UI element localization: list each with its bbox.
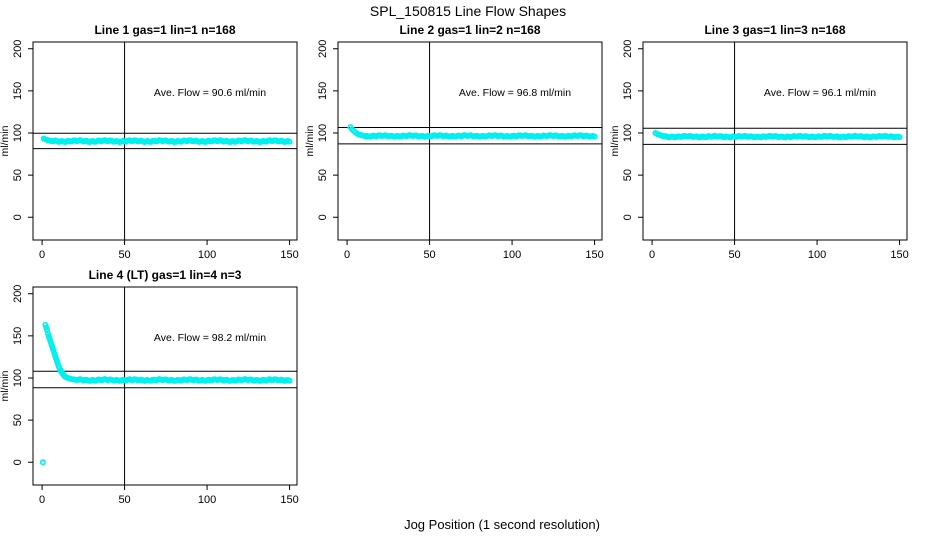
x-axis: 0 50 100 150 [344,240,604,261]
y-tick-label: 200 [317,40,329,58]
x-axis: 0 50 100 150 [649,240,909,261]
y-axis-title: ml/min [305,125,316,156]
panel-title: Line 4 (LT) gas=1 lin=4 n=3 [89,268,242,282]
reference-lines [643,127,907,145]
y-tick-label: 200 [12,285,24,303]
y-axis-title: ml/min [0,370,11,401]
x-tick-label: 150 [280,249,298,261]
data-point [286,377,293,384]
x-tick-label: 0 [39,249,45,261]
panel-line-4-chart: Line 4 (LT) gas=1 lin=4 n=3 0 50 100 150 0 50 1… [0,268,299,506]
reference-lines [338,127,602,145]
avg-flow-annotation: Ave. Flow = 96.1 ml/min [764,87,876,99]
y-tick-label: 150 [317,82,329,100]
avg-flow-annotation: Ave. Flow = 96.8 ml/min [459,87,571,99]
y-axis: 0 50 100 150 200 [317,40,338,220]
data-point [591,133,598,140]
y-tick-label: 150 [622,82,634,100]
reference-lines [33,370,297,389]
y-tick-label: 100 [12,124,24,142]
y-tick-label: 50 [12,414,24,426]
plot-box [642,41,908,241]
x-tick-label: 150 [280,494,298,506]
y-tick-label: 150 [12,327,24,345]
y-tick-label: 200 [622,40,634,58]
x-tick-label: 50 [118,249,130,261]
y-tick-label: 150 [12,82,24,100]
x-tick-label: 0 [344,249,350,261]
data-point [39,459,46,466]
y-tick-label: 100 [12,369,24,387]
x-axis-label: Jog Position (1 second resolution) [404,517,600,532]
y-tick-label: 0 [622,214,634,220]
data-point [44,326,51,333]
data-points [40,135,293,146]
plot-box [337,41,603,241]
panel-line-3-chart: Line 3 gas=1 lin=3 n=168 0 50 100 150 0 50 100 1… [610,23,909,261]
reference-lines [33,132,297,150]
y-tick-label: 0 [12,214,24,220]
panel-line-1-chart: Line 1 gas=1 lin=1 n=168 0 50 100 150 0 50 100 1… [0,23,299,261]
y-tick-label: 50 [317,169,329,181]
x-tick-label: 50 [118,494,130,506]
plot-box [32,286,298,486]
y-axis: 0 50 100 150 200 [622,40,643,220]
data-points [39,321,293,466]
x-axis: 0 50 100 150 [39,485,299,506]
figure-title: SPL_150815 Line Flow Shapes [369,3,567,19]
x-tick-label: 0 [649,249,655,261]
x-axis: 0 50 100 150 [39,240,299,261]
x-tick-label: 0 [39,494,45,506]
data-point [896,134,903,141]
data-points [652,129,903,141]
avg-flow-annotation: Ave. Flow = 90.6 ml/min [154,87,266,99]
x-tick-label: 100 [198,494,216,506]
y-axis-title: ml/min [610,125,621,156]
x-tick-label: 100 [198,249,216,261]
x-tick-label: 150 [890,249,908,261]
y-tick-label: 100 [622,124,634,142]
x-tick-label: 50 [728,249,740,261]
y-axis: 0 50 100 150 200 [12,40,33,220]
x-tick-label: 50 [423,249,435,261]
y-tick-label: 100 [317,124,329,142]
data-point [286,138,293,145]
y-tick-label: 0 [317,214,329,220]
y-tick-label: 50 [12,169,24,181]
plot-box [32,41,298,241]
x-tick-label: 100 [503,249,521,261]
y-tick-label: 200 [12,40,24,58]
x-tick-label: 100 [808,249,826,261]
panel-line-2-chart: Line 2 gas=1 lin=2 n=168 0 50 100 150 0 50 100 1… [305,23,604,261]
y-tick-label: 50 [622,169,634,181]
panel-title: Line 2 gas=1 lin=2 n=168 [399,23,540,37]
y-axis-title: ml/min [0,125,11,156]
panel-title: Line 1 gas=1 lin=1 n=168 [94,23,235,37]
x-tick-label: 150 [585,249,603,261]
panel-title: Line 3 gas=1 lin=3 n=168 [704,23,845,37]
avg-flow-annotation: Ave. Flow = 98.2 ml/min [154,332,266,344]
y-axis: 0 50 100 150 200 [12,285,33,465]
y-tick-label: 0 [12,459,24,465]
data-points [347,124,598,140]
